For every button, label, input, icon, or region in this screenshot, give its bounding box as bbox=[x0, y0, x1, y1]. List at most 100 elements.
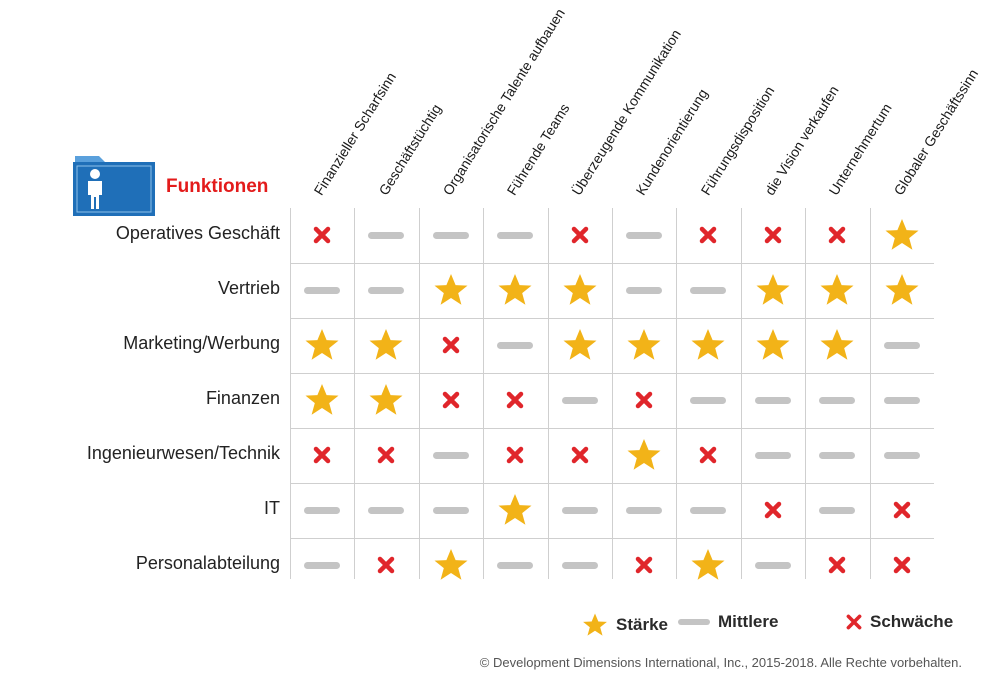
dash-icon bbox=[678, 619, 710, 625]
dash-icon bbox=[304, 506, 340, 514]
column-header: Geschäftstüchtig bbox=[375, 101, 444, 198]
star-icon bbox=[627, 329, 661, 360]
cross-icon bbox=[700, 226, 717, 244]
legend-strength: Stärke bbox=[582, 612, 668, 638]
matrix-cell bbox=[354, 428, 418, 482]
dash-icon bbox=[368, 506, 405, 514]
matrix-cell bbox=[676, 538, 740, 592]
star-icon bbox=[885, 274, 919, 305]
legend-weakness: Schwäche bbox=[846, 612, 953, 632]
star-icon bbox=[691, 329, 725, 360]
star-icon bbox=[885, 219, 919, 250]
star-icon bbox=[305, 329, 339, 360]
dash-icon bbox=[883, 341, 920, 349]
dash-icon bbox=[690, 396, 727, 404]
row-label: IT bbox=[264, 498, 280, 518]
star-icon bbox=[434, 549, 468, 580]
star-icon bbox=[305, 384, 339, 415]
matrix-cell bbox=[290, 538, 354, 592]
matrix-cell bbox=[870, 263, 934, 317]
column-header: Unternehmertum bbox=[825, 100, 896, 198]
matrix-cell bbox=[419, 263, 483, 317]
matrix-cell bbox=[741, 538, 805, 592]
matrix-cell bbox=[354, 538, 418, 592]
star-icon bbox=[691, 549, 725, 580]
dash-icon bbox=[497, 341, 534, 349]
matrix-cell bbox=[805, 483, 869, 537]
dash-icon bbox=[883, 396, 920, 404]
cross-icon bbox=[571, 446, 588, 464]
column-divider bbox=[676, 208, 678, 579]
column-divider bbox=[869, 208, 871, 579]
dash-icon bbox=[304, 286, 340, 294]
matrix-cell bbox=[290, 263, 354, 317]
matrix-cell bbox=[354, 373, 418, 427]
matrix-cell bbox=[548, 263, 612, 317]
star-icon bbox=[434, 274, 468, 305]
matrix-cell bbox=[741, 428, 805, 482]
cross-icon bbox=[313, 446, 331, 464]
cross-icon bbox=[378, 556, 395, 574]
dash-icon bbox=[368, 286, 405, 294]
matrix-cell bbox=[483, 318, 547, 372]
matrix-cell bbox=[290, 208, 354, 262]
cross-icon bbox=[442, 391, 460, 409]
column-divider bbox=[483, 208, 485, 579]
matrix-cell bbox=[419, 428, 483, 482]
column-divider bbox=[418, 208, 420, 579]
cross-icon bbox=[764, 226, 782, 244]
dash-icon bbox=[432, 451, 469, 459]
matrix-cell bbox=[612, 538, 676, 592]
matrix-cell bbox=[290, 373, 354, 427]
star-icon bbox=[563, 274, 597, 305]
dash-icon bbox=[432, 231, 469, 239]
cross-icon bbox=[506, 391, 524, 409]
column-divider bbox=[290, 208, 291, 579]
star-icon bbox=[820, 329, 854, 360]
cross-icon bbox=[893, 501, 910, 519]
matrix-cell bbox=[741, 208, 805, 262]
dash-icon bbox=[561, 396, 598, 404]
matrix-cell bbox=[483, 208, 547, 262]
matrix-cell bbox=[870, 483, 934, 537]
dash-icon bbox=[368, 231, 405, 239]
matrix-cell bbox=[870, 208, 934, 262]
section-title: Funktionen bbox=[166, 176, 269, 197]
matrix-cell bbox=[548, 428, 612, 482]
matrix-cell bbox=[483, 538, 547, 592]
star-icon bbox=[627, 439, 661, 470]
dash-icon bbox=[561, 561, 598, 569]
matrix-cell bbox=[290, 483, 354, 537]
matrix-cell bbox=[612, 208, 676, 262]
row-label: Personalabteilung bbox=[135, 553, 280, 573]
cross-icon bbox=[893, 556, 910, 574]
column-divider bbox=[740, 208, 742, 579]
matrix-cell bbox=[612, 483, 676, 537]
matrix-cell bbox=[548, 538, 612, 592]
column-header: Führungsdisposition bbox=[697, 83, 777, 198]
cross-icon bbox=[828, 226, 846, 244]
column-divider bbox=[612, 208, 613, 579]
dash-icon bbox=[883, 451, 920, 459]
column-header: Globaler Geschäftssinn bbox=[890, 66, 981, 198]
legend: Stärke Mittlere Schwäche bbox=[0, 612, 1000, 642]
star-icon bbox=[369, 384, 403, 415]
matrix-cell bbox=[870, 428, 934, 482]
dash-icon bbox=[819, 451, 856, 459]
dash-icon bbox=[754, 561, 791, 569]
dash-icon bbox=[690, 506, 727, 514]
matrix-cell bbox=[612, 373, 676, 427]
matrix-cell bbox=[612, 318, 676, 372]
dash-icon bbox=[304, 561, 340, 569]
dash-icon bbox=[754, 451, 791, 459]
matrix-cell bbox=[805, 373, 869, 427]
matrix-cell bbox=[676, 428, 740, 482]
matrix-cell bbox=[290, 318, 354, 372]
row-label: Marketing/Werbung bbox=[123, 333, 280, 353]
dash-icon bbox=[819, 396, 856, 404]
cross-icon bbox=[764, 501, 782, 519]
dash-icon bbox=[626, 231, 662, 239]
row-label: Vertrieb bbox=[217, 278, 280, 298]
matrix-cell bbox=[419, 483, 483, 537]
column-header: Kundenorientierung bbox=[632, 85, 711, 198]
